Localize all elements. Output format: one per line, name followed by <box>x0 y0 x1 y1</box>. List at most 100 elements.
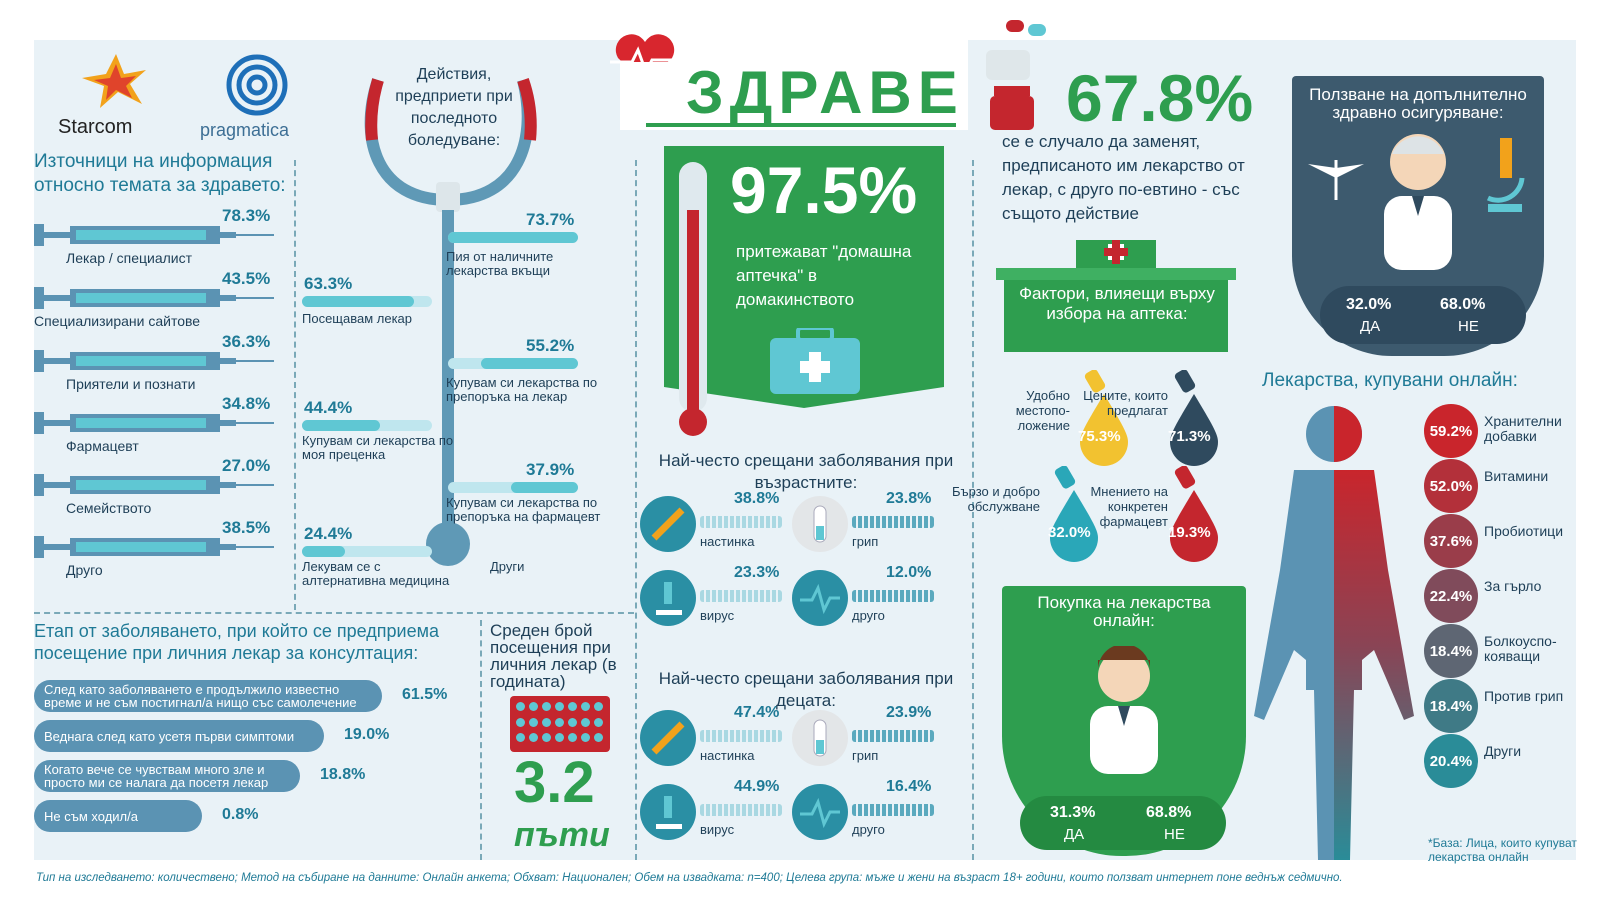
calendar-cell <box>581 733 590 743</box>
calendar-cell <box>529 733 538 743</box>
visits-unit: пъти <box>514 816 610 854</box>
pharmacy-value: 32.0% <box>1048 524 1091 541</box>
pharmacy-label: Бързо и добро обслужване <box>952 484 1040 514</box>
syringe-icon <box>640 496 696 552</box>
substitute-text: се е случало да заменят, предписаното им… <box>1002 132 1245 223</box>
pharmacy-value: 19.3% <box>1168 524 1211 541</box>
action-value: 24.4% <box>304 524 353 543</box>
calendar-cell <box>529 702 538 711</box>
syringe-icon <box>34 470 274 500</box>
calendar-cell <box>542 702 551 711</box>
visits-heading: Среден брой посещения при личния лекар (… <box>490 621 617 691</box>
caduceus-icon <box>1306 160 1366 200</box>
starcom-logo <box>66 52 166 112</box>
online-med-value: 37.6% <box>1424 514 1478 568</box>
stage-value: 18.8% <box>320 766 366 783</box>
action-bar-fill <box>480 358 578 369</box>
adult-diseases-heading: Най-често срещани заболявания при възрас… <box>658 451 954 492</box>
action-label: Пия от наличните лекарства вкъщи <box>446 249 554 278</box>
disease-bar <box>700 804 782 816</box>
calendar-cell <box>594 733 603 743</box>
disease-bar <box>852 516 934 528</box>
pharmacy-value: 75.3% <box>1078 428 1121 445</box>
kit-text: притежават "домашна аптечка" в домакинст… <box>736 242 912 309</box>
disease-value: 23.3% <box>734 564 780 581</box>
calendar-icon <box>510 696 610 752</box>
heartbeat-icon <box>792 570 848 626</box>
action-label: Други <box>490 559 525 574</box>
action-label: Купувам си лекарства по препоръка на лек… <box>446 375 598 404</box>
online-doctor-avatar <box>1084 644 1164 774</box>
online-yes-label: ДА <box>1064 826 1085 843</box>
action-label: Купувам си лекарства по моя преценка <box>302 433 454 462</box>
online-meds-heading: Лекарства, купувани онлайн: <box>1262 370 1518 391</box>
calendar-cell <box>516 733 525 743</box>
calendar-cell <box>568 702 577 711</box>
action-value: 63.3% <box>304 274 353 293</box>
online-no-label: НЕ <box>1164 826 1185 843</box>
online-med-value: 22.4% <box>1424 569 1478 623</box>
thermometer-icon <box>676 160 710 440</box>
human-body-icon <box>1234 400 1434 860</box>
disease-label: друго <box>852 822 885 837</box>
online-med-label: За гърло <box>1484 578 1542 594</box>
syringe-icon <box>34 532 274 562</box>
stage-option: След като заболяването е продължило изве… <box>34 680 382 712</box>
calendar-cell <box>594 702 603 711</box>
action-bar-fill <box>302 546 346 557</box>
disease-label: грип <box>852 748 879 763</box>
pharmacy-value: 71.3% <box>1168 428 1211 445</box>
action-value: 55.2% <box>526 336 575 355</box>
source-label: Специализирани сайтове <box>34 313 201 329</box>
source-label: Приятели и познати <box>66 376 196 392</box>
online-med-value: 52.0% <box>1424 459 1478 513</box>
page-title: ЗДРАВЕ <box>686 59 964 126</box>
online-med-value: 20.4% <box>1424 734 1478 788</box>
heartbeat-icon <box>792 784 848 840</box>
source-value: 34.8% <box>222 394 271 413</box>
action-label: Лекувам се с алтернативна медицина <box>302 559 450 588</box>
source-label: Друго <box>66 562 103 578</box>
disease-label: вирус <box>700 608 735 623</box>
calendar-cell <box>568 733 577 743</box>
disease-label: друго <box>852 608 885 623</box>
pharmacy-heading: Фактори, влияещи върху избора на аптека: <box>1019 284 1215 323</box>
drop-icon <box>1046 465 1102 562</box>
microscope-icon <box>640 570 696 626</box>
online-purchase-heading: Покупка на лекарства онлайн: <box>1037 593 1211 630</box>
disease-label: настинка <box>700 748 755 763</box>
action-value: 37.9% <box>526 460 575 479</box>
footer-methodology: Тип на изследването: количествено; Метод… <box>36 872 1343 884</box>
action-bar-fill <box>302 296 414 307</box>
calendar-cell <box>581 702 590 711</box>
action-bar-fill <box>448 232 578 243</box>
first-aid-kit-icon <box>770 326 860 394</box>
disease-value: 16.4% <box>886 778 932 795</box>
online-med-label: Против грип <box>1484 688 1564 704</box>
stethoscope-icon <box>358 50 548 590</box>
stage-option: Когато вече се чувствам много зле и прос… <box>34 760 300 792</box>
calendar-cell <box>516 702 525 711</box>
source-label: Фармацевт <box>66 438 139 454</box>
pharmacy-building-icon <box>996 240 1236 352</box>
disease-value: 23.8% <box>886 490 932 507</box>
action-bar-track <box>302 546 432 557</box>
sources-heading: Източници на информация относно темата з… <box>34 151 286 196</box>
stage-value: 0.8% <box>222 806 259 823</box>
pragmatica-name: pragmatica <box>200 120 290 140</box>
stage-value: 19.0% <box>344 726 390 743</box>
insurance-yes-label: ДА <box>1360 318 1381 335</box>
online-med-label: Други <box>1484 743 1522 759</box>
disease-value: 12.0% <box>886 564 932 581</box>
actions-heading: Действия, предприети при последното боле… <box>395 66 513 149</box>
online-med-value: 59.2% <box>1424 404 1478 458</box>
drop-icon <box>1166 369 1222 466</box>
online-med-value: 18.4% <box>1424 679 1478 733</box>
syringe-icon <box>34 408 274 438</box>
calendar-cell <box>542 717 551 727</box>
online-med-value: 18.4% <box>1424 624 1478 678</box>
disease-value: 44.9% <box>734 778 780 795</box>
doctor-avatar <box>1376 130 1460 270</box>
calendar-cell <box>542 733 551 743</box>
calendar-cell <box>555 717 564 727</box>
